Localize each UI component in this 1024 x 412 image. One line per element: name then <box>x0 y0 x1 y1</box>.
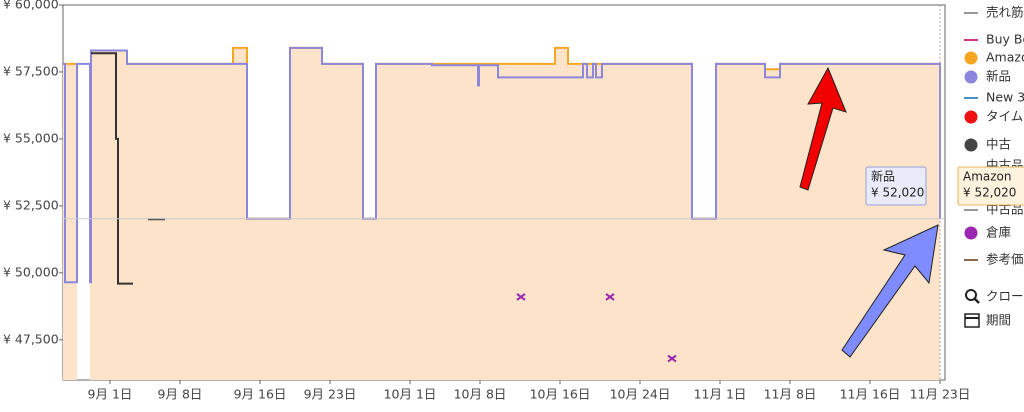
red-arrow <box>799 66 847 191</box>
price-area <box>63 47 940 380</box>
legend-dot <box>964 51 978 65</box>
warehouse-point <box>605 293 615 301</box>
x-tick-label: 10月 16日 <box>530 387 591 402</box>
blue-arrow <box>841 224 939 358</box>
legend-label: 参考価 <box>986 252 1024 267</box>
legend-label: 新品 <box>986 69 1011 84</box>
y-tick-label: ¥ 60,000 <box>3 0 59 12</box>
warehouse-point <box>516 293 526 301</box>
tool-label: 期間 <box>986 313 1011 328</box>
x-tick-label: 9月 16日 <box>234 387 287 402</box>
x-tick-label: 10月 1日 <box>384 387 437 402</box>
x-tick-label: 9月 8日 <box>158 387 203 402</box>
x-tick-label: 10月 8日 <box>454 387 507 402</box>
legend-dot <box>964 110 978 124</box>
tooltip-value: ¥ 52,020 <box>963 186 1016 200</box>
x-tick-label: 11月 16日 <box>840 387 901 402</box>
legend-label: 倉庫 <box>986 225 1011 240</box>
search-icon-handle <box>974 298 980 304</box>
y-tick-label: ¥ 47,500 <box>3 331 59 346</box>
x-tick-label: 11月 1日 <box>694 387 747 402</box>
tooltip-value: ¥ 52,020 <box>871 186 924 200</box>
legend-label: タイム <box>986 109 1023 124</box>
tooltip-name: 新品 <box>871 169 895 184</box>
tooltip-box <box>865 166 927 206</box>
plot-area <box>63 46 941 380</box>
tool-label: クロー <box>986 289 1024 304</box>
legend-label: 売れ筋 <box>986 5 1024 20</box>
x-tick-label: 10月 24日 <box>610 387 671 402</box>
tooltip-box <box>957 166 1024 206</box>
y-tick-label: ¥ 55,000 <box>3 130 59 145</box>
x-tick-label: 9月 23日 <box>304 387 357 402</box>
warehouse-point <box>667 354 677 363</box>
search-icon[interactable] <box>965 289 977 301</box>
y-tick-label: ¥ 57,500 <box>3 63 59 78</box>
y-tick-label: ¥ 52,500 <box>3 197 59 212</box>
legend-label: Amazo <box>986 50 1024 65</box>
y-tick-label: ¥ 50,000 <box>3 264 59 279</box>
legend-label: Buy Bo <box>986 32 1024 47</box>
x-tick-label: 9月 1日 <box>88 387 133 402</box>
x-tick-label: 11月 8日 <box>764 387 817 402</box>
calendar-icon[interactable] <box>964 313 980 328</box>
tooltip-name: Amazon <box>963 170 1012 184</box>
legend-label: New 3 <box>986 90 1024 105</box>
price-line <box>91 52 165 285</box>
x-tick-label: 11月 23日 <box>910 387 971 402</box>
legend-dot <box>964 138 978 152</box>
legend-label: 中古 <box>986 137 1011 152</box>
legend-dot <box>964 226 978 240</box>
legend-dot <box>964 70 978 84</box>
